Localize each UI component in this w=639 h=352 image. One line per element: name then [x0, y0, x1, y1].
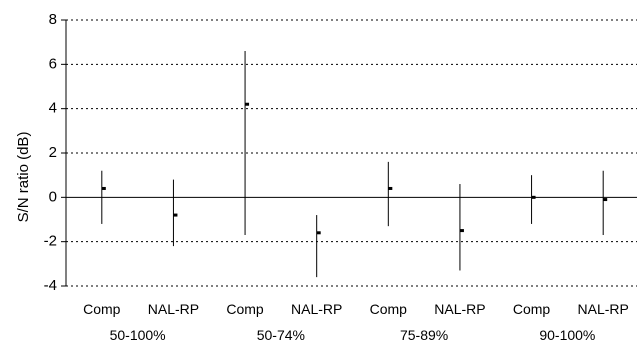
y-tick-label--2: -2 [44, 233, 57, 250]
y-tick-label-2: 2 [49, 144, 57, 161]
mean-marker-7 [603, 198, 608, 202]
x-category-labels: Comp NAL-RP Comp NAL-RP Comp NAL-RP Comp NAL-RP [83, 301, 629, 317]
mean-marker-4 [388, 186, 393, 190]
x-category-label-0: Comp [83, 301, 121, 317]
x-category-label-1: NAL-RP [148, 301, 199, 317]
mean-marker-6 [531, 195, 536, 199]
group-label-0: 50-100% [110, 327, 166, 343]
y-tick-label--4: -4 [44, 277, 57, 294]
group-label-3: 90-100% [539, 327, 595, 343]
mean-marker-2 [245, 102, 250, 106]
y-axis-title: S/N ratio (dB) [15, 132, 32, 223]
mean-marker-0 [101, 186, 106, 190]
x-category-label-7: NAL-RP [578, 301, 629, 317]
y-tick-label-4: 4 [49, 100, 57, 117]
group-label-2: 75-89% [400, 327, 448, 343]
x-category-label-6: Comp [513, 301, 551, 317]
axes [61, 19, 637, 287]
x-category-label-4: Comp [370, 301, 408, 317]
x-category-label-3: NAL-RP [291, 301, 342, 317]
y-tick-label-8: 8 [49, 11, 57, 28]
y-tick-labels: -4 -2 0 2 4 6 8 [44, 11, 57, 294]
y-tick-label-6: 6 [49, 55, 57, 72]
x-category-label-2: Comp [226, 301, 264, 317]
mean-marker-3 [316, 231, 321, 235]
mean-marker-1 [173, 213, 178, 217]
group-labels: 50-100% 50-74% 75-89% 90-100% [110, 327, 596, 343]
y-tick-label-0: 0 [49, 188, 57, 205]
group-label-1: 50-74% [257, 327, 305, 343]
error-bars [101, 51, 608, 278]
mean-marker-5 [459, 229, 464, 233]
gridlines [66, 19, 637, 287]
x-category-label-5: NAL-RP [434, 301, 485, 317]
